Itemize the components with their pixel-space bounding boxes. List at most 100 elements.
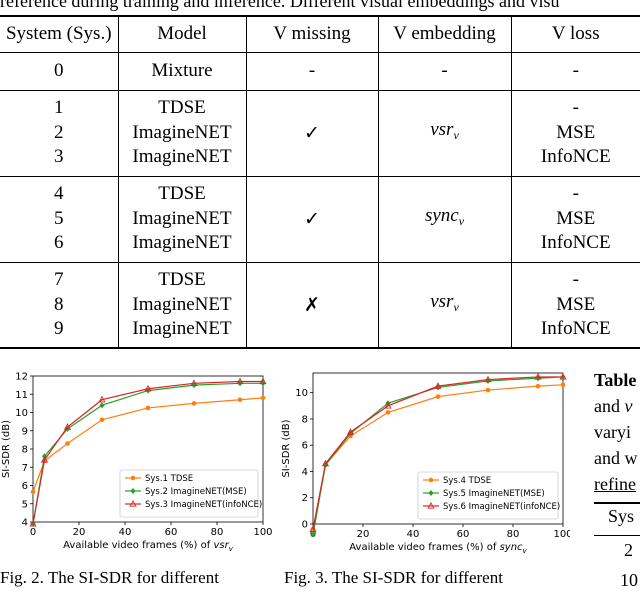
cell-model-group: TDSE ImagineNET ImagineNET: [118, 176, 247, 262]
x-tick-label: 0: [30, 527, 36, 538]
y-tick-label: 2: [302, 493, 308, 504]
cell-v-loss: -: [572, 59, 579, 81]
side-table-cell: 2: [624, 540, 633, 560]
side-table-head: Sys: [608, 506, 635, 526]
legend-label: Sys.2 ImagineNET(MSE): [145, 487, 247, 497]
y-tick-label: 4: [302, 467, 308, 478]
cell-v-loss-group: - MSE InfoNCE: [540, 183, 611, 254]
data-point: [63, 423, 72, 430]
data-point: [309, 525, 317, 532]
data-point: [560, 382, 566, 388]
y-tick-label: 6: [302, 441, 308, 452]
data-point: [144, 384, 152, 392]
data-point: [485, 387, 491, 393]
x-axis-label: Available video frames (%) of vsrv: [63, 540, 234, 553]
data-point: [310, 531, 316, 538]
legend-box: [119, 469, 259, 518]
x-tick-label: 100: [553, 529, 570, 540]
x-tick-label: 80: [211, 527, 224, 538]
data-point: [99, 402, 105, 409]
data-point: [535, 383, 541, 389]
series-line: [32, 380, 263, 524]
y-tick-label: 5: [22, 499, 28, 510]
y-axis-label: SI-SDR (dB): [281, 419, 292, 477]
x-tick-label: 80: [507, 529, 520, 540]
figure-3-caption: Fig. 3. The SI-SDR for different: [284, 568, 503, 587]
side-table-cell: 10: [620, 570, 638, 590]
legend-label: Sys.1 TDSE: [145, 474, 193, 484]
data-point: [145, 405, 151, 411]
series-line: [312, 376, 564, 535]
cell-v-embedding-math: syncv: [378, 176, 512, 262]
data-point: [484, 375, 492, 383]
cell-v-missing-mark: ✓: [246, 90, 379, 176]
side-line: refine: [594, 474, 636, 494]
cell-v-loss-group: - MSE InfoNCE: [540, 97, 611, 168]
legend-label: Sys.3 ImagineNET(infoNCE): [145, 500, 262, 510]
cell-v-missing: -: [246, 52, 379, 90]
y-tick-label: 6: [22, 481, 28, 492]
x-tick-label: 60: [457, 529, 470, 540]
data-point: [191, 401, 197, 406]
header-system: System (Sys.): [0, 16, 119, 52]
header-v-loss: V loss: [551, 23, 600, 44]
data-point: [534, 372, 542, 380]
data-point: [434, 382, 442, 389]
chart-svg-fig2: 4 5 6 7 8 9 10 11 12 0 20 40 60 80 100 SI-SDR (dB) Avail…: [1, 372, 273, 554]
legend-marker: [130, 488, 136, 494]
figure-3-chart: 0246810020406080100SI-SDR (dB)Available …: [280, 360, 573, 565]
legend-label: Sys.4 TDSE: [443, 476, 491, 486]
legend-marker: [130, 475, 136, 481]
data-point: [99, 417, 105, 423]
chart-svg-fig3: 0246810020406080100SI-SDR (dB)Available …: [281, 372, 573, 555]
table-header-row: System (Sys.) Model V missing V embeddin…: [0, 16, 640, 52]
legend-marker: [129, 500, 137, 507]
data-point: [346, 428, 355, 435]
data-point: [40, 456, 49, 463]
side-line: and w: [594, 448, 638, 468]
data-point: [347, 430, 354, 437]
legend-box: [417, 471, 559, 520]
header-v-missing: V missing: [246, 16, 379, 52]
cell-model: Mixture: [118, 52, 247, 90]
top-caption: reference during training and inference.…: [0, 0, 560, 11]
y-tick-label: 10: [295, 388, 308, 399]
cell-v-embedding-math: vsrv: [378, 90, 512, 176]
series-line: [32, 397, 264, 493]
data-point: [237, 397, 243, 403]
cell-v-embedding-math: vsrv: [378, 262, 512, 348]
data-point: [435, 394, 441, 399]
plot-frame: [312, 372, 564, 525]
x-tick-label: 40: [407, 529, 420, 540]
figure-2-caption: Fig. 2. The SI-SDR for different: [0, 568, 219, 587]
data-point: [30, 489, 36, 495]
data-point: [259, 377, 267, 385]
table-row: 0 Mixture - - -: [0, 52, 640, 90]
series-line: [312, 376, 563, 530]
y-tick-label: 9: [22, 426, 28, 437]
legend-label: Sys.6 ImagineNET(infoNCE): [443, 502, 560, 512]
y-tick-label: 8: [22, 445, 28, 456]
y-tick-label: 4: [22, 518, 28, 529]
side-line: Table: [594, 370, 637, 390]
data-point: [98, 395, 106, 403]
data-point: [236, 377, 244, 385]
x-tick-label: 100: [253, 527, 272, 538]
legend-marker: [427, 502, 435, 509]
series-line: [32, 382, 263, 524]
y-tick-label: 7: [22, 463, 28, 474]
x-tick-label: 20: [73, 527, 86, 538]
data-point: [65, 441, 70, 446]
legend-marker: [428, 490, 434, 496]
data-point: [29, 519, 37, 527]
data-point: [190, 379, 198, 386]
data-point: [559, 372, 567, 380]
data-point: [385, 410, 391, 415]
data-point: [384, 401, 392, 409]
